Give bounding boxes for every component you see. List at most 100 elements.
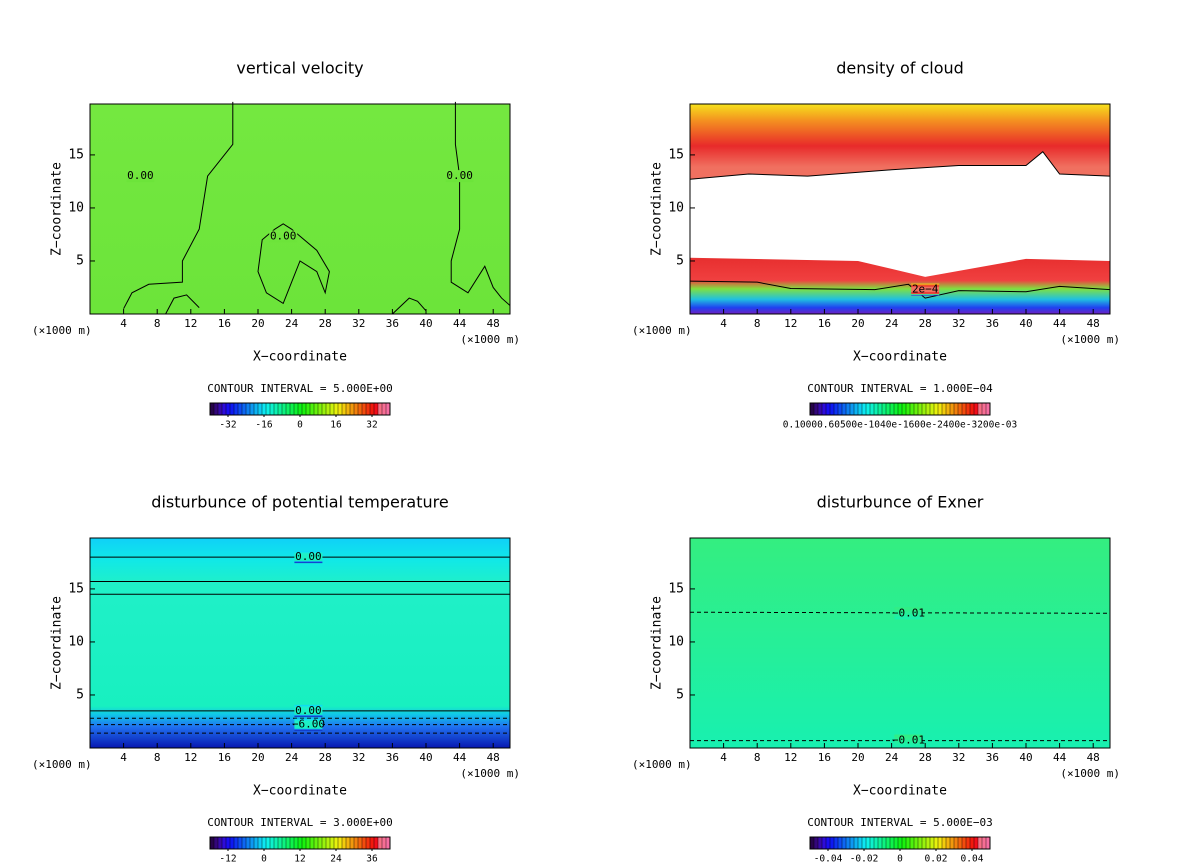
colorbar-cell (913, 402, 919, 416)
x-tick-label: 28 (919, 751, 932, 764)
colorbar-cell (857, 402, 863, 416)
colorbar-cell (981, 402, 987, 416)
x-tick-label: 48 (1087, 751, 1100, 764)
colorbar-tick-label: 0.02 (925, 854, 948, 865)
colorbar-cell (237, 402, 243, 416)
colorbar-cell (849, 402, 855, 416)
colorbar-tick-label: -0.04 (814, 854, 843, 865)
y-tick-label: 5 (676, 687, 684, 702)
contour-line (689, 151, 1111, 180)
colorbar-cell (317, 836, 323, 850)
colorbar-cell (869, 402, 875, 416)
colorbar-cell (829, 402, 835, 416)
x-tick-label: 28 (919, 317, 932, 330)
colorbar-cell (301, 402, 307, 416)
colorbar-cell (845, 836, 851, 850)
colorbar-cell (369, 836, 375, 850)
colorbar-cell (357, 836, 363, 850)
contour-label: 2e−4 (912, 283, 939, 296)
colorbar-cell (961, 836, 967, 850)
colorbar-cell (893, 402, 899, 416)
colorbar-cell (817, 836, 823, 850)
colorbar-tick-label: 32 (366, 420, 377, 431)
colorbar-cell (865, 836, 871, 850)
x-tick-label: 20 (851, 317, 864, 330)
x-tick-label: 16 (818, 751, 831, 764)
colorbar-cell (365, 836, 371, 850)
colorbar-cell (213, 402, 219, 416)
colorbar-tick-label: 16 (330, 420, 342, 431)
colorbar-cell (369, 402, 375, 416)
x-tick-label: 12 (184, 317, 197, 330)
x-tick-label: 20 (851, 751, 864, 764)
colorbar-cell (377, 402, 383, 416)
colorbar-tick-label: 12 (294, 854, 305, 865)
colorbar-cell (225, 836, 231, 850)
x-tick-label: 44 (1053, 751, 1067, 764)
x-unit: (×1000 m) (32, 758, 92, 771)
x-tick-label: 24 (885, 751, 899, 764)
x-unit: (×1000 m) (1060, 767, 1120, 780)
y-axis-label: Z−coordinate (650, 162, 665, 256)
colorbar-cell (981, 836, 987, 850)
x-tick-label: 40 (1019, 751, 1032, 764)
colorbar-cell (833, 402, 839, 416)
colorbar-cell (365, 402, 371, 416)
colorbar-cell (309, 836, 315, 850)
colorbar-tick-label: 36 (366, 854, 378, 865)
cloud-free-region (690, 151, 1110, 277)
colorbar-cell (265, 402, 271, 416)
plot-frame (689, 537, 1111, 749)
colorbar-cell (901, 402, 907, 416)
colorbar-cell (881, 402, 887, 416)
y-tick-label: 10 (68, 634, 84, 649)
x-tick-label: 44 (453, 317, 467, 330)
colorbar-cell (949, 402, 955, 416)
contour-label: 0.00 (446, 169, 473, 182)
x-tick-label: 8 (754, 751, 761, 764)
colorbar-cell (921, 402, 927, 416)
colorbar-cell (269, 836, 275, 850)
colorbar-cell (901, 836, 907, 850)
colorbar-cell (813, 402, 819, 416)
x-tick-label: 32 (352, 317, 365, 330)
x-tick-label: 32 (352, 751, 365, 764)
colorbar-cell (873, 836, 879, 850)
colorbar-cell (925, 402, 931, 416)
contour-label: 0.00 (295, 550, 322, 563)
colorbar-cell (841, 402, 847, 416)
colorbar-cell (373, 402, 379, 416)
colorbar-cell (965, 836, 971, 850)
colorbar-tick-label: 24 (330, 854, 342, 865)
x-tick-label: 12 (784, 317, 797, 330)
contour-label: −6.00 (292, 718, 325, 731)
x-tick-label: 16 (218, 317, 231, 330)
colorbar-cell (837, 836, 843, 850)
colorbar-cell (349, 836, 355, 850)
x-tick-label: 12 (184, 751, 197, 764)
colorbar-frame (809, 402, 991, 416)
colorbar-cell (313, 836, 319, 850)
colorbar-cell (941, 402, 947, 416)
panel-title: vertical velocity (236, 59, 363, 78)
colorbar-tick-label: 0 (297, 420, 303, 431)
colorbar-tick-label: 0.04 (961, 854, 984, 865)
colorbar-cell (361, 402, 367, 416)
x-tick-label: 40 (419, 317, 432, 330)
colorbar-cell (861, 402, 867, 416)
colorbar-cell (213, 836, 219, 850)
colorbar-cell (321, 402, 327, 416)
x-axis-label: X−coordinate (253, 784, 347, 799)
colorbar-cell (269, 402, 275, 416)
colorbar-cell (277, 836, 283, 850)
colorbar-cell (333, 836, 339, 850)
colorbar-tick-label: 0.10000.60500e-1040e-1600e-2400e-3200e-0… (783, 420, 1018, 431)
colorbar-cell (973, 836, 979, 850)
colorbar-cell (913, 836, 919, 850)
colorbar-cell (249, 836, 255, 850)
colorbar-cell (341, 402, 347, 416)
colorbar-cell (885, 836, 891, 850)
y-tick-label: 15 (668, 147, 684, 162)
colorbar-cell (869, 836, 875, 850)
colorbar-cell (873, 402, 879, 416)
